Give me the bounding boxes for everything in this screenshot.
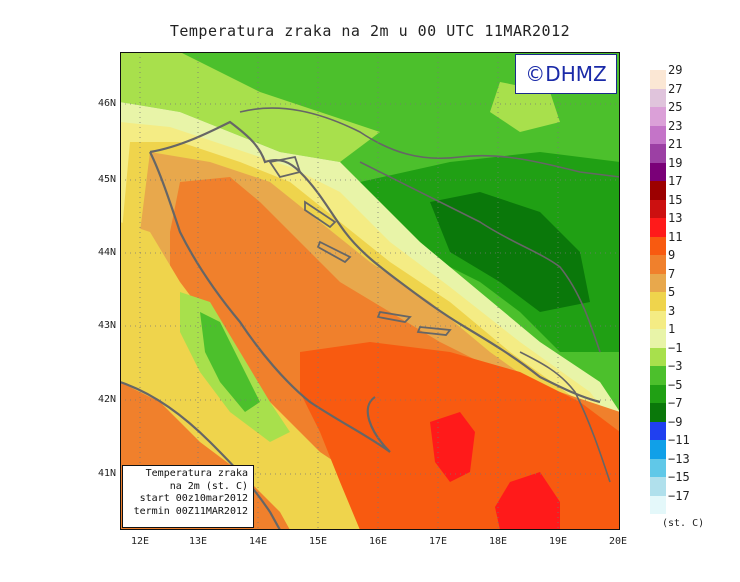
legend-swatch	[650, 273, 666, 292]
lon-label-14e: 14E	[248, 536, 268, 547]
coldest-field	[430, 192, 590, 312]
lon-label-16e: 16E	[368, 536, 388, 547]
lat-label-46n: 46N	[97, 98, 116, 109]
lon-label-12e: 12E	[130, 536, 150, 547]
eastern-coastline	[149, 120, 601, 404]
dhmz-logo: ©DHMZ	[515, 54, 617, 94]
legend-swatch	[650, 236, 666, 255]
info-line-2: na 2m (st. C)	[169, 480, 248, 492]
cool-patch	[490, 82, 560, 132]
temperature-field	[120, 52, 620, 530]
legend-label: 5	[668, 285, 676, 299]
legend-label: 1	[668, 322, 676, 336]
legend-label: 17	[668, 174, 683, 188]
legend-label: −3	[668, 359, 683, 373]
map-frame	[120, 52, 620, 530]
lon-label-13e: 13E	[188, 536, 208, 547]
legend-swatch	[650, 88, 666, 107]
legend-label: 3	[668, 303, 676, 318]
legend-label: 9	[668, 248, 676, 262]
graticule	[120, 52, 620, 530]
legend-label: 25	[668, 100, 683, 114]
northern-border	[239, 107, 620, 178]
legend-label: −7	[668, 396, 683, 410]
legend-swatch	[650, 366, 666, 385]
legend-label: 7	[668, 266, 676, 281]
lon-label-18e: 18E	[488, 536, 508, 547]
legend-swatch	[650, 495, 666, 514]
lat-label-43n: 43N	[97, 320, 116, 331]
legend-label: −15	[668, 470, 690, 484]
legend-swatch	[650, 329, 666, 348]
legend-label: −11	[668, 433, 690, 447]
italian-coastline	[149, 151, 391, 453]
lat-label-42n: 42N	[97, 394, 116, 405]
lon-label-15e: 15E	[308, 536, 328, 547]
lat-label-41n: 41N	[97, 468, 116, 479]
south-italy-coastline	[120, 380, 281, 530]
legend-swatch	[650, 125, 666, 144]
legend-swatch	[650, 347, 666, 366]
legend-swatch	[650, 421, 666, 440]
islands	[268, 155, 452, 336]
legend-units: (st. C)	[662, 518, 705, 529]
legend-label: −13	[668, 451, 690, 466]
legend-swatch	[650, 162, 666, 181]
lon-label-20e: 20E	[608, 536, 628, 547]
legend-label: −1	[668, 340, 683, 355]
bosnia-border	[359, 161, 601, 353]
legend-label: 11	[668, 229, 683, 244]
lon-label-17e: 17E	[428, 536, 448, 547]
legend-swatch	[650, 477, 666, 496]
hot-spot-2	[495, 472, 560, 530]
legend-swatch	[650, 218, 666, 237]
legend-swatch	[650, 70, 666, 89]
legend-swatch	[650, 199, 666, 218]
info-line-4: termin 00Z11MAR2012	[133, 505, 248, 517]
legend-label: −9	[668, 414, 683, 429]
info-box: Temperatura zraka na 2m (st. C) start 00…	[122, 465, 254, 528]
legend-swatch	[650, 310, 666, 329]
info-line-3: start 00z10mar2012	[139, 493, 248, 504]
southern-border	[519, 351, 611, 483]
info-line-1: Temperatura zraka	[145, 468, 248, 479]
lat-label-44n: 44N	[97, 247, 116, 258]
lat-label-45n: 45N	[97, 174, 116, 185]
legend-label: 21	[668, 137, 683, 151]
legend-label: 27	[668, 81, 683, 96]
legend-swatch	[650, 181, 666, 200]
cool-field-north	[120, 52, 380, 162]
apennine-cold-field	[200, 312, 260, 412]
lon-label-19e: 19E	[548, 536, 568, 547]
legend-label: 19	[668, 155, 683, 170]
legend-swatch	[650, 144, 666, 163]
legend-swatch	[650, 384, 666, 403]
legend-swatch	[650, 292, 666, 311]
legend-label: 29	[668, 63, 683, 77]
legend-swatch	[650, 458, 666, 477]
legend-swatch	[650, 403, 666, 422]
legend-label: −17	[668, 488, 690, 503]
legend-swatch	[650, 440, 666, 459]
legend-label: 23	[668, 118, 683, 133]
legend-label: 13	[668, 211, 683, 225]
temperature-map	[120, 52, 620, 530]
legend-swatch	[650, 255, 666, 274]
hot-spot-1	[430, 412, 475, 482]
legend-swatch	[650, 107, 666, 126]
map-title: Temperatura zraka na 2m u 00 UTC 11MAR20…	[169, 22, 571, 40]
legend-label: 15	[668, 192, 683, 207]
legend-label: −5	[668, 377, 683, 392]
